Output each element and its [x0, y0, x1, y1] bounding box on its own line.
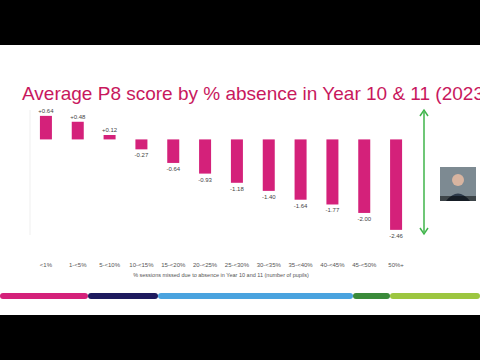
x-tick-label: 30-<35%: [257, 262, 282, 268]
bar: [135, 139, 147, 149]
data-label: -0.27: [135, 152, 149, 158]
webcam-person: [452, 174, 464, 186]
x-tick-label: 15-<20%: [161, 262, 186, 268]
bar: [326, 139, 338, 204]
slide-stripe: [158, 293, 353, 299]
data-label: -1.64: [294, 203, 308, 209]
x-tick-label: <1%: [40, 262, 53, 268]
range-arrow-head: [420, 228, 428, 234]
x-tick-label: 10-<15%: [129, 262, 154, 268]
bar: [104, 135, 116, 139]
bar: [263, 139, 275, 190]
x-tick-label: 25-<30%: [225, 262, 250, 268]
slide-stripe: [353, 293, 390, 299]
bars: [40, 116, 402, 230]
data-label: -1.40: [262, 194, 276, 200]
chart-title: Average P8 score by % absence in Year 10…: [22, 83, 480, 104]
bar: [358, 139, 370, 213]
video-background: [0, 0, 480, 360]
x-tick-label: 40-<45%: [320, 262, 345, 268]
bar: [72, 122, 84, 140]
x-tick-label: 20-<25%: [193, 262, 218, 268]
range-arrow: [423, 112, 425, 232]
x-tick-label: 50%+: [388, 262, 404, 268]
slide-stripe: [0, 293, 88, 299]
data-label: -0.64: [166, 166, 180, 172]
data-label: -0.93: [198, 177, 212, 183]
bar: [231, 139, 243, 182]
webcam-thumbnail: [440, 167, 476, 201]
x-tick-label: 45-<50%: [352, 262, 377, 268]
data-label: +0.12: [102, 127, 118, 133]
x-tick-label: 1-<5%: [69, 262, 87, 268]
chart-svg: Average P8 score by % absence in Year 10…: [0, 0, 480, 360]
data-label: +0.64: [38, 108, 54, 114]
x-tick-label: 35-<40%: [288, 262, 313, 268]
data-label: -1.77: [326, 207, 340, 213]
webcam-name-bar: [440, 196, 476, 201]
y-axis-line: [30, 110, 31, 235]
data-label: -2.00: [357, 216, 371, 222]
bar: [167, 139, 179, 163]
root: Average P8 score by % absence in Year 10…: [0, 0, 480, 360]
slide-stripe: [88, 293, 158, 299]
data-label: -2.46: [389, 233, 403, 239]
x-axis-label: % sessions missed due to absence in Year…: [133, 272, 309, 278]
bar: [295, 139, 307, 199]
data-label: +0.48: [70, 114, 86, 120]
slide-stripe: [390, 293, 480, 299]
bar: [199, 139, 211, 173]
range-arrow-head: [420, 110, 428, 116]
bar: [40, 116, 52, 140]
x-tick-label: 5-<10%: [99, 262, 121, 268]
data-label: -1.18: [230, 186, 244, 192]
bar: [390, 139, 402, 229]
